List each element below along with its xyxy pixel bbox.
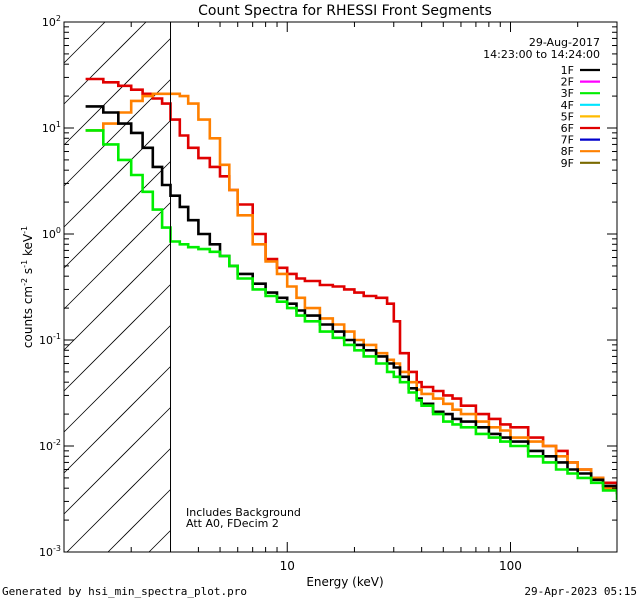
plot-frame: [63, 21, 618, 553]
y-tick-label: 102: [42, 14, 61, 29]
footer-timestamp: 29-Apr-2023 05:15: [524, 585, 637, 598]
hatch-line: [63, 366, 171, 474]
hatch-line: [63, 120, 171, 228]
y-tick-base: 10: [42, 228, 56, 241]
y-axis-label-kev: keV: [21, 233, 35, 260]
y-tick-exponent: -1: [53, 332, 61, 341]
hatch-line: [148, 530, 171, 553]
legend-label-5f: 5F: [561, 110, 574, 123]
y-axis-label: counts cm-2 s-1 keV-1: [20, 226, 35, 348]
y-axis-label-s: s: [21, 268, 35, 278]
y-tick-label: 10-3: [39, 544, 61, 559]
y-tick-base: 10: [39, 546, 53, 559]
legend-label-9f: 9F: [561, 157, 574, 170]
y-axis-label-exp1: -2: [20, 278, 29, 286]
axis-ticks: [63, 22, 618, 553]
hatch-line: [63, 161, 171, 269]
series-1f: [85, 105, 617, 495]
y-tick-base: 10: [42, 122, 56, 135]
legend-label-2f: 2F: [561, 76, 574, 89]
series-6f: [85, 77, 617, 491]
legend-label-3f: 3F: [561, 87, 574, 100]
legend-label-1f: 1F: [561, 64, 574, 77]
legend-label-8f: 8F: [561, 145, 574, 158]
x-tick-label: 10: [280, 559, 295, 573]
y-tick-exponent: 1: [56, 120, 61, 129]
chart-title: Count Spectra for RHESSI Front Segments: [198, 3, 492, 19]
hatch-line: [63, 243, 171, 351]
annotation-attenuator: Att A0, FDecim 2: [186, 517, 279, 530]
y-tick-base: 10: [39, 440, 53, 453]
y-tick-exponent: 0: [56, 226, 61, 235]
hatch-line: [63, 407, 171, 515]
hatch-line: [63, 21, 106, 64]
hatch-line: [63, 284, 171, 392]
hatch-line: [63, 79, 171, 187]
y-tick-exponent: 2: [56, 14, 61, 23]
y-axis-label-exp3: -1: [20, 226, 29, 234]
legend-label-4f: 4F: [561, 99, 574, 112]
x-axis-label: Energy (keV): [306, 575, 383, 589]
x-tick-label: 100: [499, 559, 522, 573]
hatch-line: [63, 21, 147, 105]
y-tick-label: 10-1: [39, 332, 61, 347]
y-axis-label-exp2: -1: [20, 260, 29, 268]
annotation-background: Includes Background: [186, 506, 301, 519]
x-tick-labels: 10 100: [280, 559, 522, 573]
y-tick-base: 10: [39, 334, 53, 347]
series-3f: [85, 129, 617, 500]
y-tick-label: 101: [42, 120, 61, 135]
series-8f: [85, 92, 617, 495]
hatch-line: [63, 325, 171, 433]
footer-generated-by: Generated by hsi_min_spectra_plot.pro: [2, 585, 248, 598]
legend-label-6f: 6F: [561, 122, 574, 135]
y-tick-base: 10: [42, 16, 56, 29]
y-tick-label: 10-2: [39, 438, 61, 453]
legend-date: 29-Aug-2017: [529, 36, 600, 49]
hatch-line: [63, 202, 171, 310]
y-axis-label-counts: counts cm: [21, 286, 35, 348]
hatch-line: [66, 448, 171, 553]
excluded-region-hatch: [63, 21, 171, 553]
hatch-line: [63, 38, 171, 146]
series-layer: [85, 77, 617, 500]
hatch-line: [107, 489, 171, 553]
y-tick-label: 100: [42, 226, 61, 241]
legend-time-range: 14:23:00 to 14:24:00: [483, 48, 600, 61]
y-tick-exponent: -3: [53, 544, 61, 553]
y-tick-exponent: -2: [53, 438, 61, 447]
legend-label-7f: 7F: [561, 134, 574, 147]
